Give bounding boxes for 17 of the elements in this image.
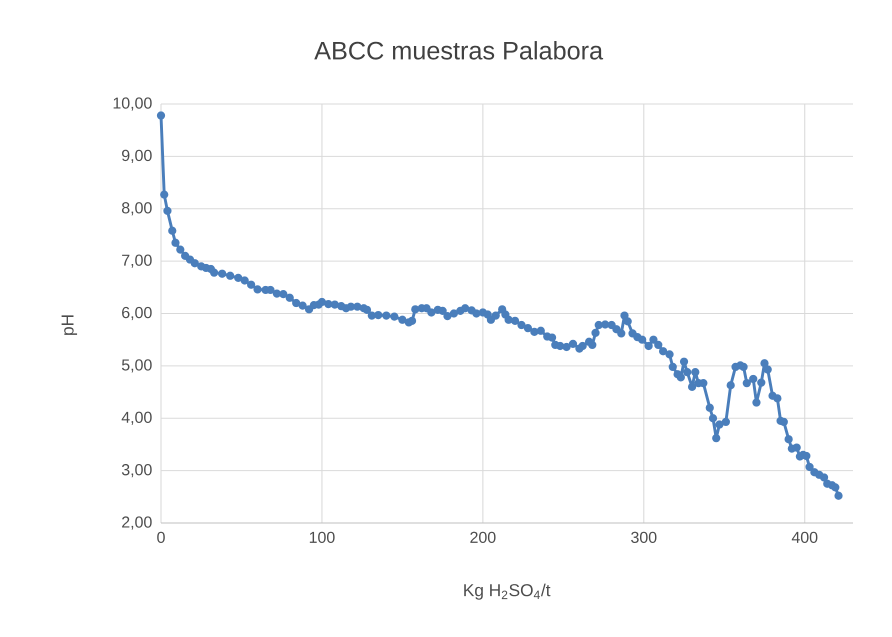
x-tick-label: 200 [470, 532, 496, 543]
y-tick-label: 9,00 [122, 150, 152, 163]
y-tick-label: 7,00 [122, 254, 152, 268]
y-tick-label: 3,00 [122, 464, 152, 478]
y-tick-label: 8,00 [122, 202, 152, 216]
y-tick-label: 10,00 [114, 97, 152, 111]
chart-title: ABCC muestras Palabora [314, 41, 604, 60]
x-tick-label: 100 [310, 532, 335, 543]
y-tick-label: 4,00 [122, 412, 152, 425]
x-tick-label: 400 [792, 532, 818, 543]
x-tick-label: 0 [157, 532, 165, 543]
y-tick-label: 5,00 [122, 359, 152, 372]
y-tick-label: 2,00 [122, 516, 152, 530]
y-axis-title: pH [62, 315, 78, 335]
x-axis-title: Kg H$_{2}$SO$_{4}$/t [464, 584, 550, 600]
x-tick-label: 300 [631, 532, 656, 543]
y-tick-label: 6,00 [122, 306, 152, 320]
